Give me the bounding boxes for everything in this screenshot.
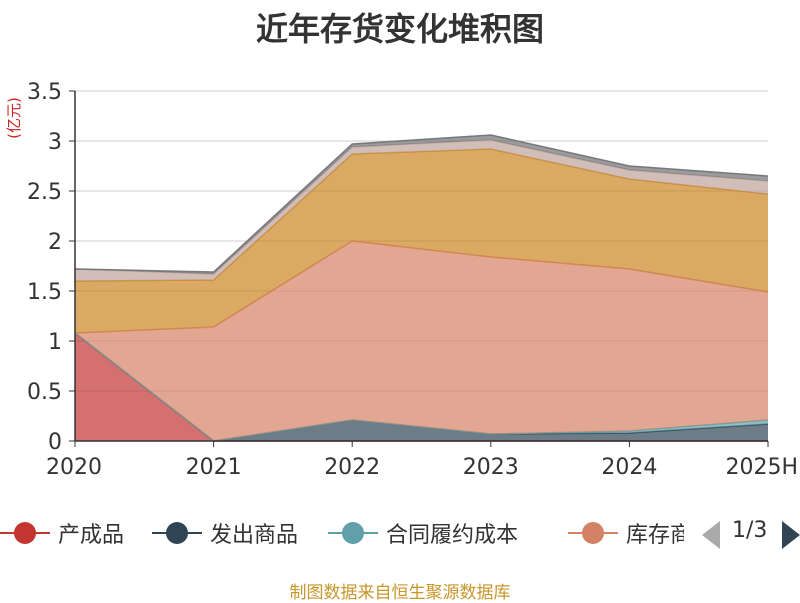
axes: 0 0.5 1 1.5 2 2.5 3 3.5 2020 2021 2022 2023 2024 2025… [27, 80, 798, 480]
data-source-note: 制图数据来自恒生聚源数据库 [289, 583, 511, 603]
area-series-1 [75, 333, 768, 441]
legend-label: 发出商品 [210, 523, 299, 548]
legend-label: 库存商品 [626, 523, 684, 548]
x-tick-label: 2021 [186, 455, 242, 480]
area-series-0 [75, 333, 768, 441]
y-tick-label: 1 [48, 330, 62, 355]
x-tick-label: 2024 [601, 455, 657, 480]
chart-title: 近年存货变化堆积图 [255, 10, 544, 48]
series-line-6 [74, 134, 769, 273]
legend-item[interactable]: 产成品 [0, 516, 124, 550]
legend-marker-icon [152, 518, 202, 548]
y-tick-label: 2.5 [27, 180, 62, 205]
x-tick-label: 2025H [725, 455, 798, 480]
legend-marker-icon [568, 518, 618, 548]
legend-marker-icon [0, 518, 50, 548]
area-series-4 [75, 149, 768, 333]
y-tick-label: 2 [48, 230, 62, 255]
legend-label: 合同履约成本 [386, 523, 519, 548]
y-tick-label: 1.5 [27, 280, 62, 305]
y-tick-label: 0.5 [27, 380, 62, 405]
legend: 产成品 发出商品 合同履约成本 库存商品 1/3 [0, 512, 800, 556]
legend-item[interactable]: 合同履约成本 [328, 516, 518, 550]
legend-marker-icon [328, 518, 378, 548]
y-tick-label: 0 [48, 430, 62, 455]
x-tick-label: 2022 [324, 455, 380, 480]
area-series-3 [75, 241, 768, 441]
legend-label: 产成品 [58, 523, 125, 548]
x-tick-label: 2020 [46, 455, 102, 480]
legend-prev-page-button[interactable] [702, 521, 720, 549]
legend-items: 产成品 发出商品 合同履约成本 库存商品 [0, 512, 684, 556]
y-tick-label: 3 [48, 130, 62, 155]
legend-page-indicator: 1/3 [732, 518, 768, 543]
legend-item[interactable]: 库存商品 [568, 516, 684, 550]
area-series-5 [75, 140, 768, 281]
y-tick-label: 3.5 [27, 80, 62, 105]
legend-next-page-button[interactable] [782, 521, 800, 549]
legend-item[interactable]: 发出商品 [152, 516, 298, 550]
x-tick-label: 2023 [463, 455, 519, 480]
area-series [74, 134, 769, 442]
y-unit-label: (亿元) [5, 97, 23, 139]
